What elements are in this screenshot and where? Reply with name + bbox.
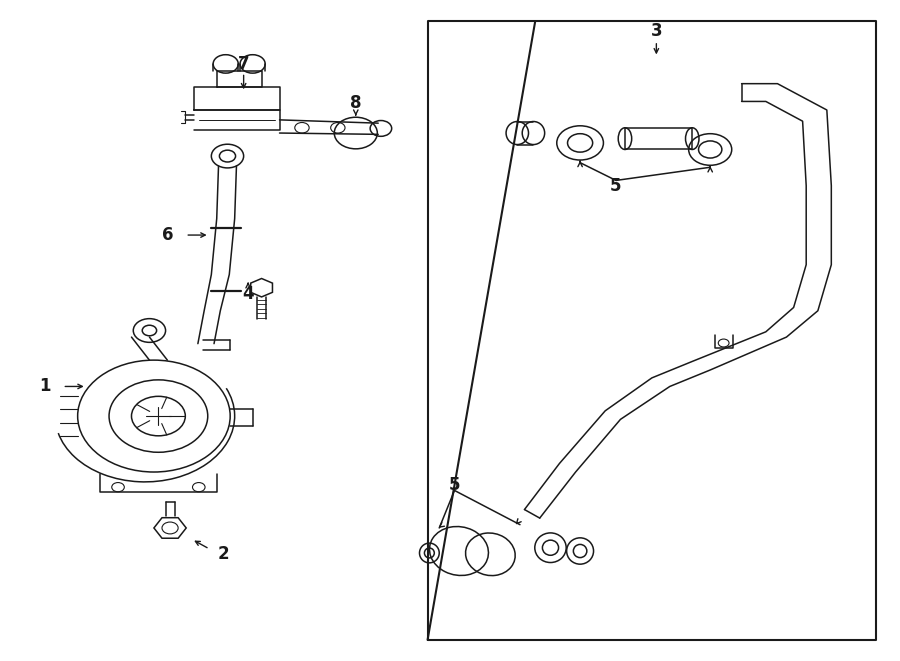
Text: 5: 5 xyxy=(610,176,622,195)
Text: 6: 6 xyxy=(162,226,173,244)
Text: 8: 8 xyxy=(350,95,362,112)
Text: 4: 4 xyxy=(242,286,254,303)
Text: 2: 2 xyxy=(218,545,230,563)
Text: 5: 5 xyxy=(449,476,460,494)
Text: 7: 7 xyxy=(238,55,249,73)
Text: 1: 1 xyxy=(39,377,50,395)
Text: 3: 3 xyxy=(651,22,662,40)
Bar xyxy=(625,128,692,149)
